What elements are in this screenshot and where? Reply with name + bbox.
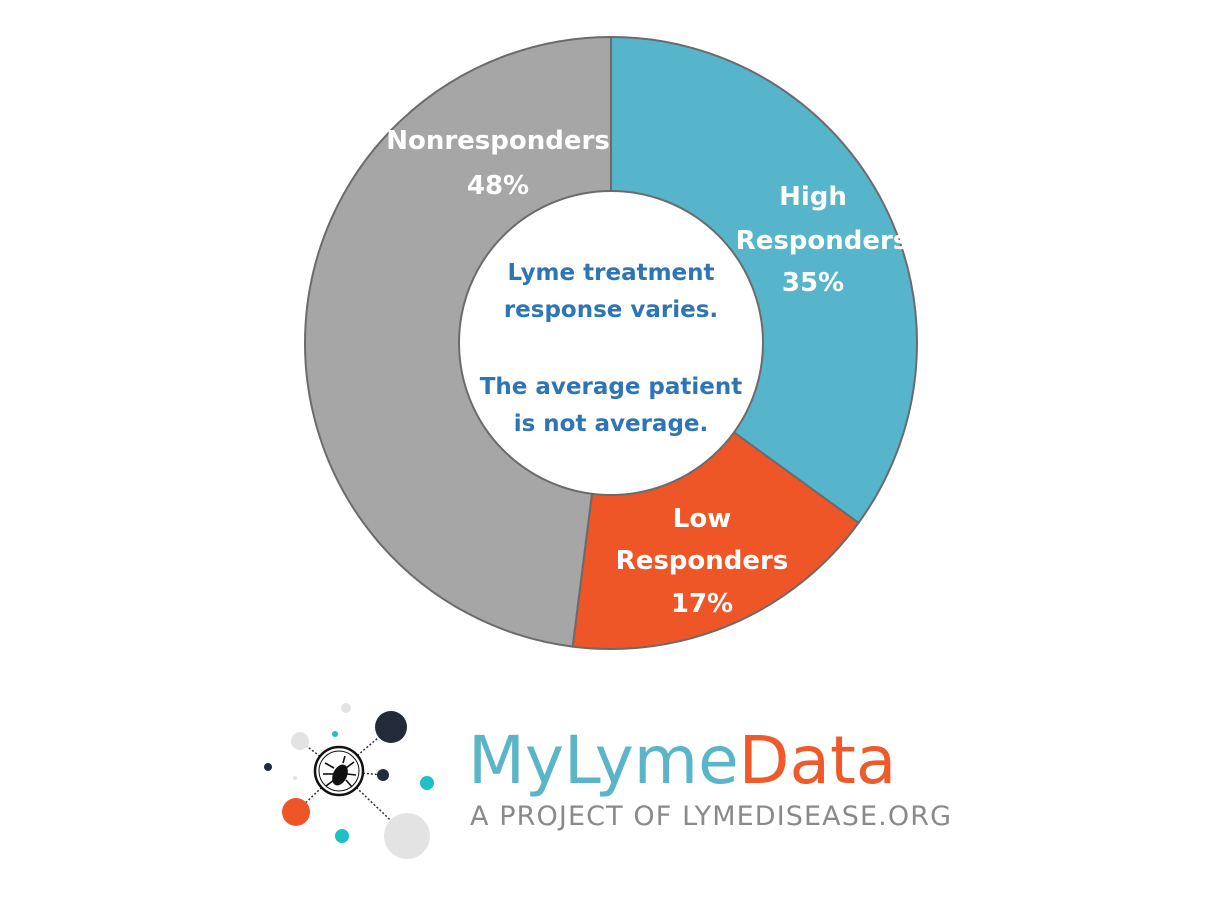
logo-name: MyLymeData [468,722,896,799]
tick-icon [313,745,365,797]
center-line: The average patient [480,374,743,400]
label-line: Low [673,504,731,534]
slice-label-non: Nonresponders 48% [386,126,610,201]
center-text: Lyme treatment response varies. The aver… [480,260,743,437]
center-line: response varies. [504,297,718,323]
logo: MyLymeData A PROJECT OF LYMEDISEASE.ORG [264,703,952,859]
label-line: Responders [616,546,789,576]
label-line: High [779,182,847,212]
label-line: Responders [736,226,909,256]
slice-label-high: High Responders 35% [736,182,909,298]
slice-high-responders [610,35,918,525]
label-value: 35% [782,268,844,298]
slice-label-low: Low Responders 17% [616,504,789,619]
label-value: 48% [467,171,529,201]
donut-hole [458,190,764,496]
label-line: Nonresponders [386,126,610,156]
logo-tagline: A PROJECT OF LYMEDISEASE.ORG [470,801,952,832]
label-value: 17% [671,589,733,619]
center-line: Lyme treatment [507,260,714,286]
center-line: is not average. [514,411,709,437]
